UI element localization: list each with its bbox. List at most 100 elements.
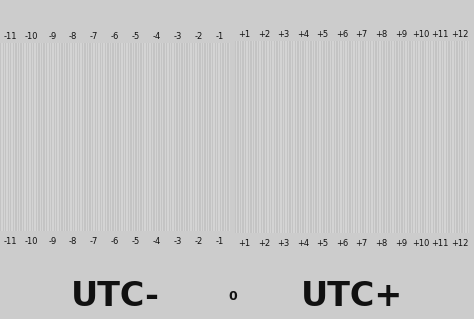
- Bar: [391, 35, 392, 270]
- Bar: [111, 37, 112, 267]
- Bar: [273, 35, 274, 270]
- Bar: [57, 37, 59, 267]
- Bar: [425, 35, 426, 270]
- Bar: [94, 37, 96, 267]
- Bar: [318, 35, 319, 270]
- Bar: [197, 37, 198, 267]
- Bar: [409, 35, 410, 270]
- Bar: [208, 37, 210, 267]
- Bar: [375, 35, 377, 270]
- Text: -4: -4: [153, 33, 161, 41]
- Text: +4: +4: [297, 30, 309, 40]
- Bar: [463, 35, 464, 270]
- Text: -9: -9: [48, 237, 56, 246]
- Bar: [264, 35, 266, 270]
- Bar: [407, 35, 408, 270]
- Bar: [194, 37, 195, 267]
- Bar: [86, 37, 87, 267]
- Bar: [400, 35, 401, 270]
- Bar: [466, 35, 468, 270]
- Bar: [84, 37, 86, 267]
- Bar: [267, 35, 268, 270]
- Text: +7: +7: [356, 239, 368, 248]
- Bar: [63, 37, 64, 267]
- Bar: [341, 35, 343, 270]
- Bar: [320, 35, 322, 270]
- Bar: [24, 37, 26, 267]
- Bar: [421, 35, 422, 270]
- Bar: [275, 35, 276, 270]
- Bar: [82, 37, 83, 267]
- Bar: [152, 37, 153, 267]
- Bar: [390, 35, 391, 270]
- Text: -3: -3: [173, 237, 182, 246]
- Bar: [185, 37, 186, 267]
- Bar: [213, 37, 215, 267]
- Bar: [228, 37, 230, 267]
- Bar: [79, 37, 81, 267]
- Bar: [369, 35, 370, 270]
- Bar: [401, 35, 403, 270]
- Bar: [13, 37, 14, 267]
- Bar: [91, 37, 92, 267]
- Bar: [224, 37, 225, 267]
- Bar: [456, 35, 457, 270]
- Bar: [81, 37, 82, 267]
- Bar: [450, 35, 451, 270]
- Bar: [319, 35, 320, 270]
- Bar: [271, 35, 273, 270]
- Bar: [259, 35, 261, 270]
- Bar: [176, 37, 178, 267]
- Bar: [54, 37, 55, 267]
- Bar: [244, 35, 245, 270]
- Text: -8: -8: [69, 33, 77, 41]
- Bar: [377, 35, 378, 270]
- Bar: [166, 37, 167, 267]
- Bar: [46, 37, 47, 267]
- Bar: [306, 35, 308, 270]
- Text: -3: -3: [173, 33, 182, 41]
- Bar: [207, 37, 208, 267]
- Bar: [72, 37, 73, 267]
- Text: +6: +6: [336, 239, 348, 248]
- Bar: [93, 37, 94, 267]
- Bar: [105, 37, 106, 267]
- Text: +11: +11: [431, 30, 448, 40]
- Bar: [125, 37, 127, 267]
- Bar: [413, 35, 414, 270]
- Bar: [156, 37, 157, 267]
- Bar: [70, 37, 72, 267]
- Bar: [203, 37, 204, 267]
- Bar: [68, 37, 69, 267]
- Bar: [65, 37, 66, 267]
- Bar: [386, 35, 387, 270]
- Bar: [158, 37, 160, 267]
- Bar: [151, 37, 152, 267]
- Bar: [372, 35, 373, 270]
- Bar: [282, 35, 283, 270]
- Text: -5: -5: [132, 237, 140, 246]
- Bar: [107, 37, 109, 267]
- Bar: [83, 37, 84, 267]
- Bar: [23, 37, 24, 267]
- Bar: [268, 35, 270, 270]
- Bar: [302, 35, 304, 270]
- Bar: [36, 37, 37, 267]
- Bar: [460, 35, 461, 270]
- Bar: [75, 37, 77, 267]
- Bar: [438, 35, 439, 270]
- Bar: [335, 35, 336, 270]
- Text: +10: +10: [412, 30, 429, 40]
- Bar: [416, 35, 417, 270]
- Bar: [97, 37, 98, 267]
- Bar: [398, 35, 399, 270]
- Bar: [241, 35, 242, 270]
- Text: +9: +9: [395, 239, 407, 248]
- Bar: [155, 37, 156, 267]
- Bar: [252, 35, 253, 270]
- Bar: [182, 37, 184, 267]
- Bar: [452, 35, 454, 270]
- Bar: [179, 37, 180, 267]
- Bar: [313, 35, 314, 270]
- Bar: [383, 35, 384, 270]
